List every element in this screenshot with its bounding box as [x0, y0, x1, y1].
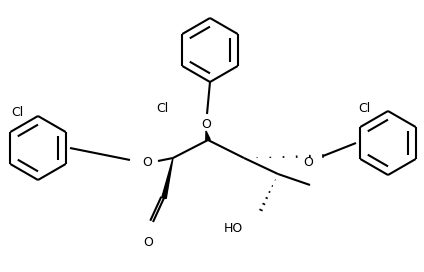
Text: HO: HO — [223, 221, 243, 234]
Polygon shape — [162, 158, 173, 199]
Text: Cl: Cl — [358, 103, 370, 116]
Polygon shape — [206, 131, 210, 141]
Text: O: O — [201, 118, 211, 131]
Text: O: O — [142, 156, 152, 169]
Text: Cl: Cl — [11, 107, 23, 119]
Text: O: O — [143, 236, 153, 249]
Text: Cl: Cl — [156, 101, 168, 115]
Text: O: O — [303, 156, 313, 168]
